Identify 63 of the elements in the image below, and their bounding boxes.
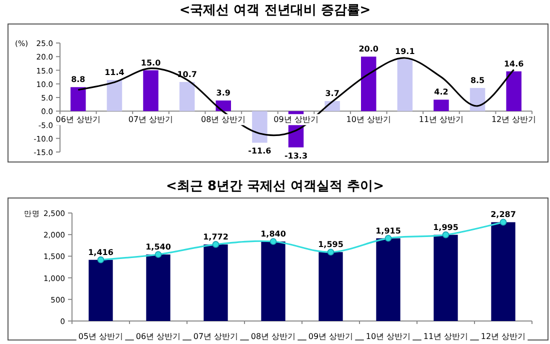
data-label: 3.7	[325, 89, 340, 98]
x-tick-label: 09년 상반기	[308, 332, 354, 341]
bar	[434, 100, 449, 112]
chart-title: <국제선 여객 전년대비 증감률>	[179, 3, 371, 18]
data-label: 1,540	[146, 242, 172, 252]
point	[154, 251, 162, 258]
bar	[360, 56, 376, 112]
data-label: 15.0	[140, 58, 162, 68]
data-label: 4.2	[434, 88, 448, 97]
bar	[261, 242, 286, 321]
bar	[179, 82, 195, 112]
x-tick-label: 12년 상반기	[480, 332, 526, 341]
bar	[397, 59, 413, 112]
bar	[70, 87, 86, 112]
x-tick-label: 07년 상반기	[193, 332, 238, 341]
x-tick-label: 10년 상반기	[346, 115, 391, 124]
data-label: 1,840	[260, 230, 286, 239]
point	[327, 248, 334, 256]
x-tick-label: 06년 상반기	[136, 332, 181, 341]
bar	[470, 88, 486, 112]
bar	[491, 222, 516, 321]
bar	[252, 111, 268, 143]
bar	[506, 71, 522, 112]
point	[500, 218, 507, 226]
x-tick-label: 11년 상반기	[418, 115, 464, 124]
bar	[204, 244, 228, 321]
data-label: 1,416	[88, 248, 114, 257]
bar	[376, 238, 400, 321]
x-tick-label: 12년 상반기	[491, 115, 536, 124]
data-label: 8.5	[470, 76, 486, 85]
point	[97, 256, 104, 264]
data-label: 14.6	[504, 59, 524, 68]
data-label: 1,995	[433, 222, 459, 232]
x-tick-label: 09년 상반기	[274, 115, 318, 124]
data-label: -11.6	[248, 146, 272, 156]
bar	[434, 234, 458, 321]
bar	[88, 260, 113, 321]
point	[384, 234, 392, 242]
bar	[318, 252, 343, 321]
data-label: 1,772	[203, 232, 228, 242]
bar	[146, 254, 170, 321]
x-tick-label: 06년 상반기	[56, 115, 101, 124]
bar	[106, 80, 122, 112]
x-tick-label: 08년 상반기	[250, 332, 296, 341]
data-label: 1,915	[376, 226, 402, 236]
x-tick-label: 05년 상반기	[78, 332, 124, 341]
x-tick-label: 07년 상반기	[128, 115, 174, 124]
data-label: 3.9	[216, 88, 231, 98]
x-tick-label: 11년 상반기	[423, 332, 468, 341]
data-label: -13.3	[284, 151, 308, 160]
data-label: 8.8	[71, 75, 86, 84]
data-label: 1,595	[318, 240, 344, 250]
point	[212, 241, 220, 248]
x-tick-label: 08년 상반기	[201, 115, 246, 124]
point	[270, 238, 277, 245]
point	[442, 231, 450, 238]
data-label: 11.4	[104, 68, 125, 78]
data-label: 19.1	[395, 47, 416, 56]
data-label: 20.0	[358, 44, 379, 54]
x-tick-label: 10년 상반기	[366, 332, 411, 341]
chart-title: <최근 8년간 국제선 여객실적 추이>	[166, 179, 384, 194]
bar	[143, 70, 158, 112]
data-label: 2,287	[490, 210, 516, 220]
